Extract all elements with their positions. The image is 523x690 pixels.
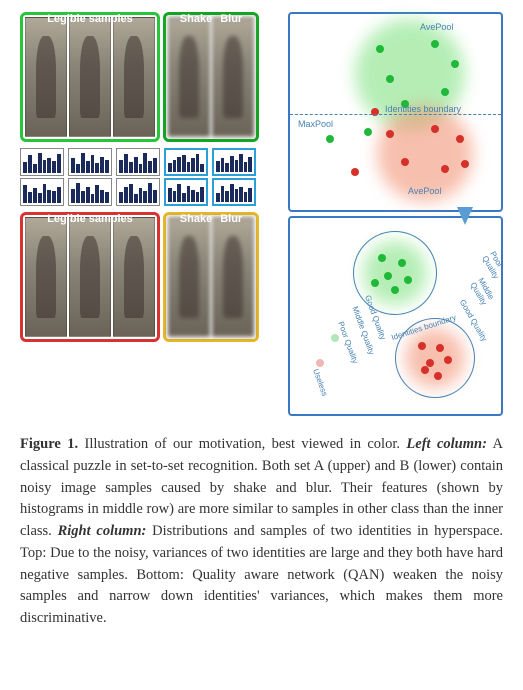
scatter-point (376, 45, 384, 53)
quality-label: Poor Quality (336, 320, 360, 364)
person-image (69, 217, 111, 337)
caption-intro: Illustration of our motivation, best vie… (78, 436, 400, 452)
histogram (116, 148, 160, 176)
scatter-point (404, 276, 412, 284)
scatter-point (326, 135, 334, 143)
caption-left-head: Left column: (406, 436, 487, 452)
scatter-point (431, 40, 439, 48)
boundary-line (290, 114, 501, 115)
set-a-noisy-label: Shake Blur (180, 13, 242, 25)
scatter-label: AvePool (408, 186, 441, 196)
scatter-label: MaxPool (298, 119, 333, 129)
scatter-label: AvePool (420, 22, 453, 32)
arrow-down-icon (457, 207, 473, 225)
scatter-point (441, 165, 449, 173)
histogram (116, 178, 160, 206)
histogram (68, 178, 112, 206)
histogram (20, 178, 64, 206)
caption-fignum: Figure 1. (20, 436, 78, 452)
scatter-point (418, 342, 426, 350)
scatter-point (316, 359, 324, 367)
scatter-point (391, 286, 399, 294)
scatter-point (384, 272, 392, 280)
scatter-point (434, 372, 442, 380)
person-image (212, 17, 254, 137)
set-a-legible-label: Legible samples (47, 13, 133, 25)
scatter-point (364, 128, 372, 136)
histogram-row (20, 148, 280, 176)
scatter-plot-bottom: Identities boundaryGood QualityMiddle Qu… (288, 216, 503, 416)
scatter-point (441, 88, 449, 96)
histogram (164, 178, 208, 206)
person-image (168, 17, 210, 137)
set-b-legible-label: Legible samples (47, 213, 133, 225)
scatter-point (378, 254, 386, 262)
set-b-noisy-label: Shake Blur (180, 213, 242, 225)
histogram (212, 178, 256, 206)
scatter-point (351, 168, 359, 176)
scatter-point (331, 334, 339, 342)
set-b-legible-panel: Legible samples (20, 212, 160, 342)
scatter-label: Identities boundary (385, 104, 461, 114)
scatter-point (371, 279, 379, 287)
person-image (212, 217, 254, 337)
scatter-point (431, 125, 439, 133)
figure-caption: Figure 1. Illustration of our motivation… (20, 434, 503, 630)
caption-right-head: Right column: (58, 523, 147, 539)
set-b-noisy-panel: Shake Blur (163, 212, 259, 342)
figure-right-column: AvePoolMaxPoolIdentities boundaryAvePool… (288, 12, 503, 416)
histogram-row (20, 178, 280, 206)
scatter-point (398, 259, 406, 267)
scatter-point (386, 75, 394, 83)
histogram (20, 148, 64, 176)
set-a-legible-panel: Legible samples (20, 12, 160, 142)
figure-left-column: Legible samples Shake Blur Legible sampl… (20, 12, 280, 416)
histogram-grid (20, 146, 280, 208)
histogram (164, 148, 208, 176)
quality-label: Useless (311, 368, 329, 398)
person-image (168, 217, 210, 337)
person-image (69, 17, 111, 137)
person-image (113, 17, 155, 137)
scatter-point (451, 60, 459, 68)
person-image (113, 217, 155, 337)
set-b-panels: Legible samples Shake Blur (20, 212, 280, 342)
scatter-plot-top: AvePool MaxPool Identities boundary AvePool (288, 12, 503, 212)
scatter-point (386, 130, 394, 138)
scatter-point (456, 135, 464, 143)
scatter-point (461, 160, 469, 168)
set-a-panels: Legible samples Shake Blur (20, 12, 280, 142)
quality-label: Middle Quality (468, 276, 500, 314)
histogram (212, 148, 256, 176)
scatter-point (444, 356, 452, 364)
set-a-noisy-panel: Shake Blur (163, 12, 259, 142)
quality-label: Poor Quality (480, 250, 508, 281)
person-image (25, 17, 67, 137)
scatter-point (436, 344, 444, 352)
scatter-point (401, 158, 409, 166)
histogram (68, 148, 112, 176)
scatter-point (421, 366, 429, 374)
person-image (25, 217, 67, 337)
figure-container: Legible samples Shake Blur Legible sampl… (20, 12, 503, 416)
